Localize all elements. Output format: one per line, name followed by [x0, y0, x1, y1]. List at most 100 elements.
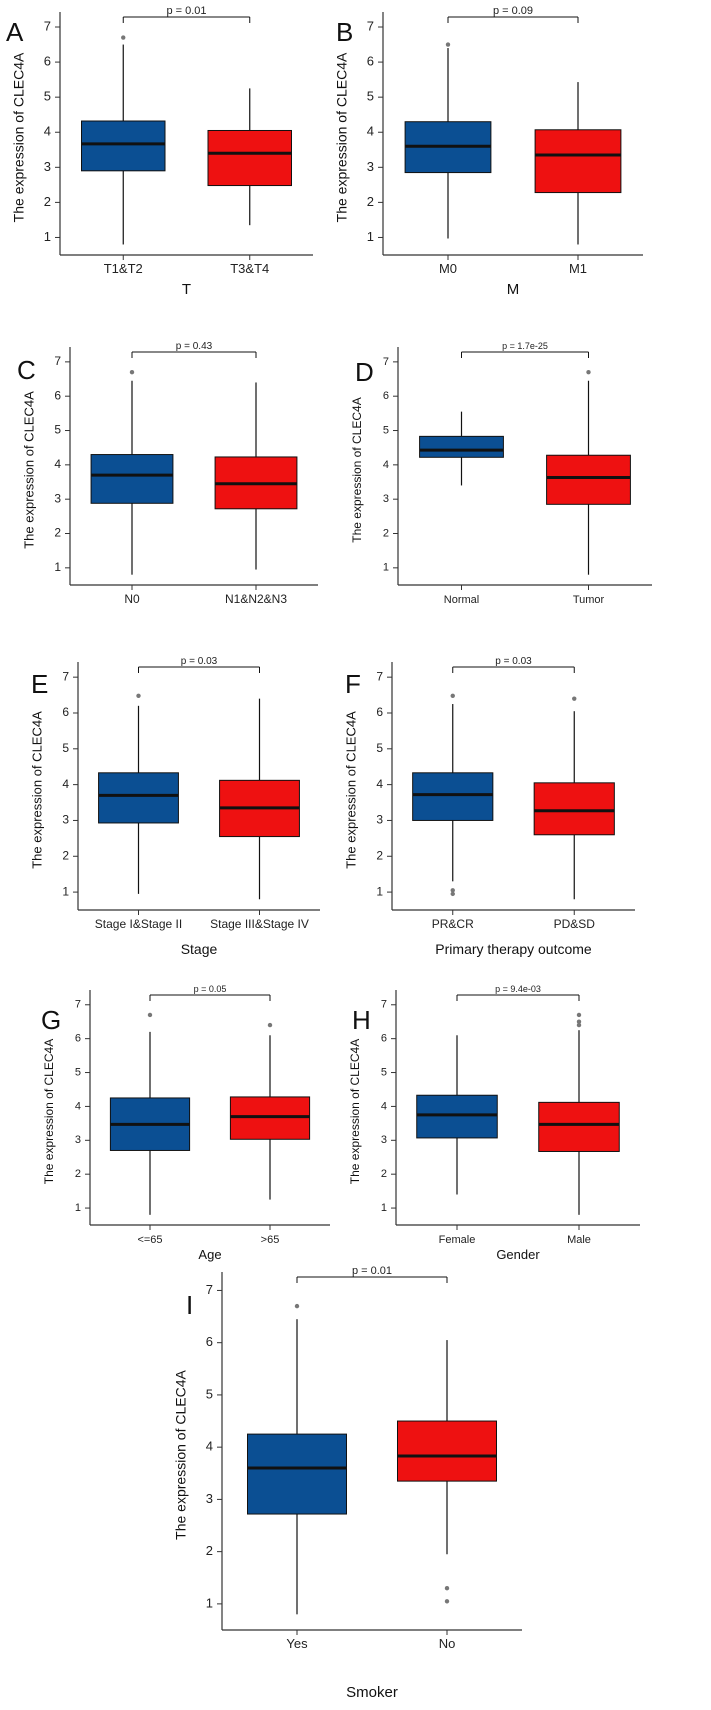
x-tick-label: T1&T2 [104, 261, 143, 276]
y-axis-title: The expression of CLEC4A [334, 52, 350, 222]
p-value-label: p = 0.09 [493, 5, 533, 17]
y-tick-label: 2 [44, 194, 51, 209]
box-first [247, 1433, 347, 1515]
y-tick-label: 5 [367, 89, 374, 104]
box-second [397, 1420, 497, 1482]
y-tick-label: 1 [54, 560, 61, 574]
box-second [546, 454, 631, 505]
y-tick-label: 5 [54, 423, 61, 437]
outlier-point [121, 35, 126, 40]
p-value-label: p = 0.01 [166, 5, 206, 17]
y-tick-label: 2 [62, 848, 69, 862]
y-tick-label: 1 [75, 1202, 81, 1214]
outlier-point [450, 693, 455, 698]
y-axis-title: The expression of CLEC4A [343, 711, 358, 869]
y-axis-title: The expression of CLEC4A [350, 397, 364, 542]
y-tick-label: 6 [383, 390, 389, 402]
y-tick-label: 2 [75, 1168, 81, 1180]
panel-letter: G [41, 1005, 61, 1035]
y-axis-title: The expression of CLEC4A [21, 391, 36, 549]
outlier-point [572, 696, 577, 701]
x-axis-title: Smoker [346, 1684, 398, 1701]
x-tick-label: PR&CR [432, 917, 474, 931]
y-tick-label: 7 [376, 669, 383, 683]
x-axis-title: M [507, 281, 520, 298]
y-axis-title: The expression of CLEC4A [11, 52, 27, 222]
outlier-point [444, 1599, 450, 1604]
panel-letter: B [336, 17, 353, 47]
x-axis-title: Primary therapy outcome [435, 941, 592, 957]
panel-a: A 1 2 3 4 5 6 7 The expression of CLEC4A T1&T2 T3&… [6, 5, 313, 298]
y-tick-label: 7 [44, 18, 51, 33]
y-tick-label: 4 [376, 777, 383, 791]
y-tick-label: 3 [367, 159, 374, 174]
box-first [81, 120, 166, 172]
x-tick-label: M0 [439, 261, 457, 276]
y-tick-label: 6 [44, 54, 51, 69]
y-tick-label: 2 [206, 1543, 213, 1558]
y-tick-label: 4 [367, 124, 374, 139]
outlier-point [147, 1012, 153, 1018]
y-tick-label: 5 [62, 741, 69, 755]
box-first [412, 772, 494, 821]
y-tick-label: 4 [62, 777, 69, 791]
x-axis-title: Stage [181, 941, 218, 957]
y-tick-label: 6 [376, 705, 383, 719]
panel-h: H 1 2 3 4 5 6 7 The expression of CLEC4A Female Ma… [348, 984, 640, 1262]
panel-letter: H [352, 1005, 371, 1035]
y-tick-label: 5 [376, 741, 383, 755]
y-tick-label: 7 [367, 18, 374, 33]
x-tick-label: >65 [261, 1234, 280, 1246]
outlier-point [294, 1303, 300, 1309]
y-tick-label: 3 [383, 493, 389, 505]
outlier-point [450, 891, 455, 897]
x-tick-label: Stage I&Stage II [95, 917, 182, 931]
x-axis-title: T [182, 281, 191, 298]
panel-f: F 1 2 3 4 5 6 7 The expression of CLEC4A PR&CR PD&… [343, 656, 635, 957]
panel-d: D 1 2 3 4 5 6 7 The expression of CLEC4A Normal Tu… [350, 341, 652, 606]
y-tick-label: 2 [383, 527, 389, 539]
y-tick-label: 3 [376, 813, 383, 827]
x-tick-label: Stage III&Stage IV [210, 917, 309, 931]
x-tick-label: Tumor [573, 594, 605, 606]
y-tick-label: 1 [62, 884, 69, 898]
x-tick-label: Yes [286, 1636, 308, 1651]
y-tick-label: 3 [44, 159, 51, 174]
y-tick-label: 2 [54, 526, 61, 540]
outlier-point [576, 1012, 582, 1018]
p-value-label: p = 0.01 [352, 1265, 392, 1277]
y-tick-label: 6 [62, 705, 69, 719]
y-tick-label: 2 [376, 848, 383, 862]
p-value-label: p = 9.4e-03 [495, 984, 541, 994]
box-second [534, 129, 622, 194]
y-tick-label: 4 [206, 1439, 213, 1454]
y-tick-label: 4 [54, 457, 61, 471]
panel-letter: I [186, 1290, 193, 1320]
y-tick-label: 3 [381, 1134, 387, 1146]
y-axis-title: The expression of CLEC4A [173, 1370, 189, 1540]
panel-letter: F [345, 669, 361, 699]
y-tick-label: 5 [44, 89, 51, 104]
y-tick-label: 4 [383, 459, 389, 471]
y-tick-label: 5 [381, 1066, 387, 1078]
p-value-label: p = 0.03 [181, 656, 218, 667]
y-tick-label: 4 [75, 1100, 81, 1112]
box-first [416, 1094, 498, 1139]
y-tick-label: 7 [54, 354, 61, 368]
x-tick-label: N1&N2&N3 [225, 592, 287, 606]
x-tick-label: Female [439, 1234, 476, 1246]
x-tick-label: N0 [124, 592, 140, 606]
y-tick-label: 3 [62, 813, 69, 827]
p-value-label: p = 0.03 [495, 656, 532, 667]
panel-letter: E [31, 669, 48, 699]
y-tick-label: 6 [381, 1033, 387, 1045]
p-value-label: p = 0.43 [176, 341, 213, 352]
box-first [419, 435, 504, 458]
x-tick-label: M1 [569, 261, 587, 276]
y-tick-label: 6 [75, 1033, 81, 1045]
x-axis-title: Gender [496, 1247, 540, 1262]
p-value-label: p = 1.7e-25 [502, 341, 548, 351]
y-tick-label: 6 [54, 388, 61, 402]
outlier-point [129, 369, 135, 375]
